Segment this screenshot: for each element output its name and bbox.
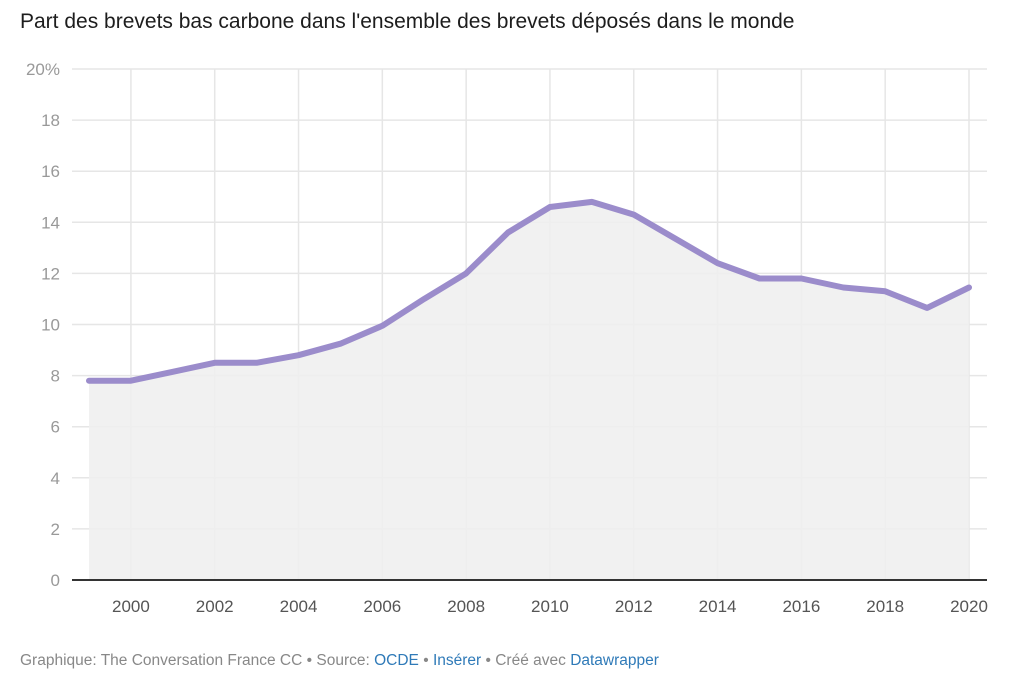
y-tick-label: 6 (51, 418, 60, 437)
y-tick-label: 8 (51, 367, 60, 386)
separator: • (418, 652, 433, 669)
x-tick-label: 2006 (363, 597, 401, 616)
y-tick-label: 16 (41, 162, 60, 181)
embed-link[interactable]: Insérer (432, 652, 482, 669)
x-tick-label: 2010 (531, 597, 569, 616)
y-tick-label: 0 (51, 571, 60, 590)
x-tick-label: 2018 (866, 597, 904, 616)
credit-text: Graphique: The Conversation France CC (20, 652, 303, 669)
y-tick-label: 4 (51, 469, 60, 488)
y-tick-label: 14 (41, 213, 60, 232)
source-label: Source: (316, 652, 375, 669)
x-tick-label: 2008 (447, 597, 485, 616)
chart-title: Part des brevets bas carbone dans l'ense… (20, 10, 795, 33)
separator: • (302, 652, 317, 669)
x-tick-label: 2016 (782, 597, 820, 616)
y-tick-label: 12 (41, 264, 60, 283)
x-tick-label: 2020 (950, 597, 988, 616)
chart-footer: Graphique: The Conversation France CC • … (20, 652, 659, 670)
y-tick-label: 18 (41, 111, 60, 130)
series-line (86, 198, 972, 384)
separator: • (481, 652, 496, 669)
created-label: Créé avec (495, 652, 571, 669)
y-tick-label: 10 (41, 316, 60, 335)
datawrapper-link[interactable]: Datawrapper (570, 652, 659, 669)
y-tick-label: 20% (26, 60, 60, 79)
y-tick-label: 2 (51, 520, 60, 539)
x-axis-ticks: 2000 2002 2004 2006 2008 2010 2012 2014 2016 2018… (112, 597, 988, 616)
x-tick-label: 2000 (112, 597, 150, 616)
source-link[interactable]: OCDE (374, 652, 419, 669)
area-fill (89, 201, 969, 580)
x-tick-label: 2014 (699, 597, 737, 616)
x-tick-label: 2004 (280, 597, 318, 616)
x-tick-label: 2002 (196, 597, 234, 616)
y-axis-ticks: 0 2 4 6 8 10 12 14 16 18 20% (26, 60, 60, 590)
x-tick-label: 2012 (615, 597, 653, 616)
